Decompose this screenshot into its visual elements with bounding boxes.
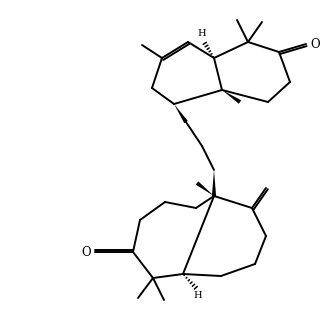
- Polygon shape: [174, 104, 188, 123]
- Text: H: H: [194, 292, 202, 300]
- Text: H: H: [198, 29, 206, 38]
- Polygon shape: [212, 170, 216, 196]
- Polygon shape: [196, 181, 214, 196]
- Polygon shape: [222, 90, 241, 104]
- Text: O: O: [310, 38, 320, 50]
- Text: O: O: [81, 246, 91, 258]
